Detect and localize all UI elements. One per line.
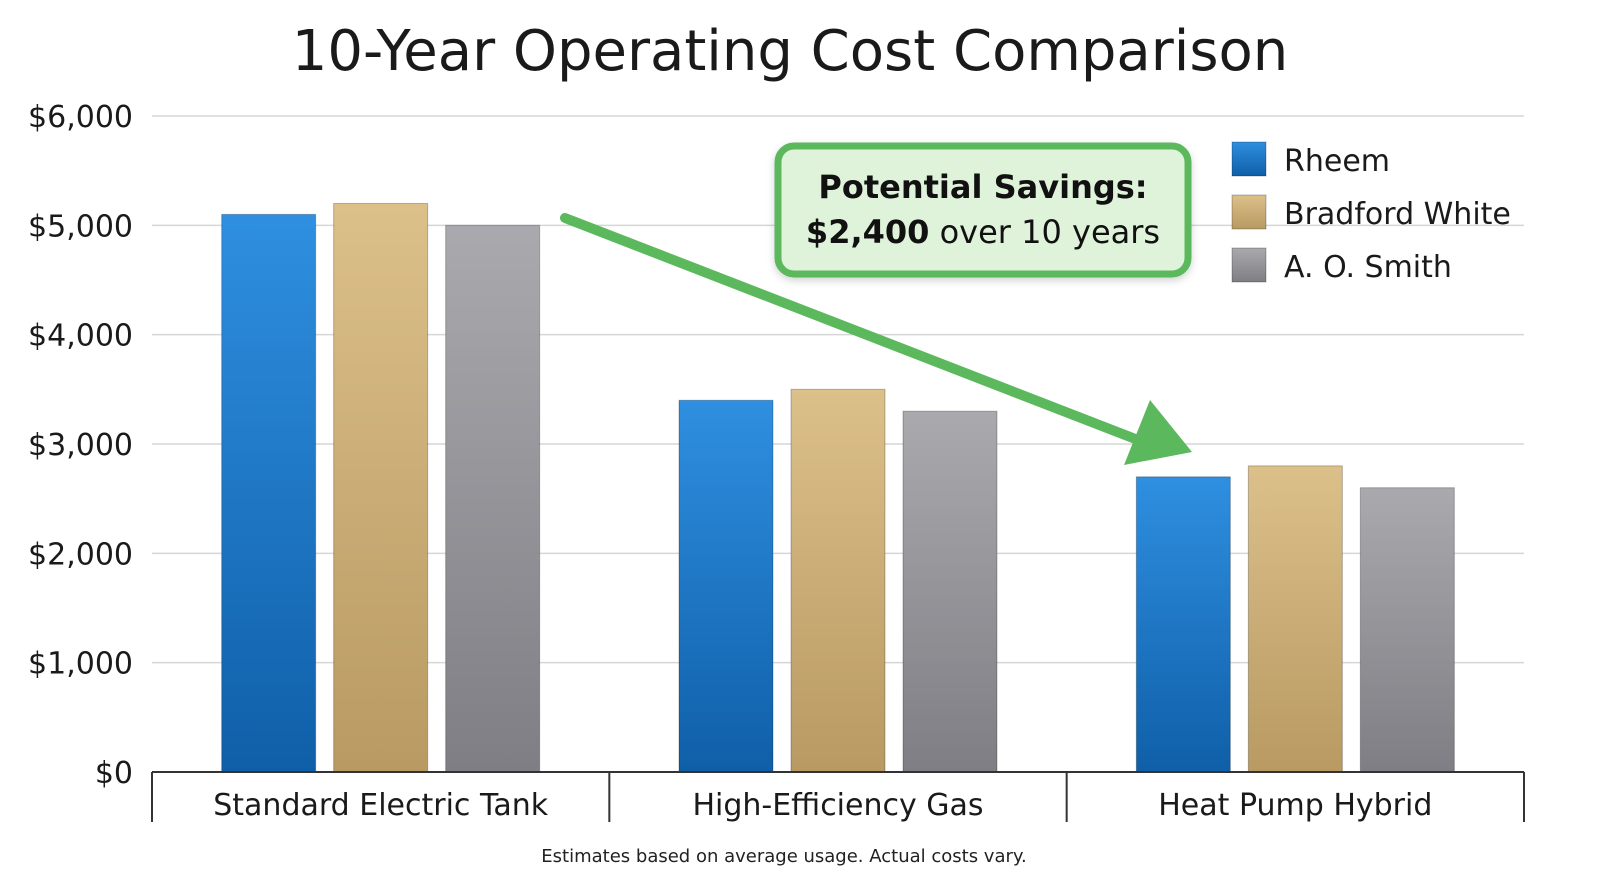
y-tick-label: $5,000 bbox=[28, 209, 133, 244]
savings-arrow bbox=[560, 213, 1192, 465]
x-axis bbox=[151, 771, 1525, 822]
y-axis-ticks: $0 $1,000 $2,000 $3,000 $4,000 $5,000 $6,000 bbox=[28, 100, 133, 791]
callout-amount: $2,400 bbox=[806, 213, 929, 251]
bar-bradford-white-2 bbox=[1247, 465, 1343, 773]
y-tick-label: $2,000 bbox=[28, 537, 133, 572]
savings-callout: Potential Savings: $2,400 over 10 years bbox=[774, 142, 1192, 278]
y-tick-label: $4,000 bbox=[28, 319, 133, 354]
bar-rheem-1 bbox=[678, 399, 774, 773]
bar-bradford-white-0 bbox=[333, 202, 429, 773]
bars bbox=[221, 202, 1455, 773]
bar-a-o-smith-1 bbox=[902, 410, 998, 773]
bar-a-o-smith-0 bbox=[445, 224, 541, 773]
category-labels: Standard Electric Tank High-Efficiency Ga… bbox=[213, 788, 1432, 823]
legend: Rheem Bradford White A. O. Smith bbox=[1231, 141, 1511, 285]
chart-title: 10-Year Operating Cost Comparison bbox=[292, 19, 1289, 84]
legend-swatch bbox=[1231, 141, 1267, 177]
callout-detail: $2,400 over 10 years bbox=[806, 213, 1160, 251]
legend-label: Rheem bbox=[1284, 144, 1390, 179]
category-label: Standard Electric Tank bbox=[213, 788, 548, 823]
category-label: High-Efficiency Gas bbox=[692, 788, 983, 823]
callout-rest: over 10 years bbox=[929, 213, 1160, 251]
bar-rheem-2 bbox=[1135, 476, 1231, 773]
legend-label: Bradford White bbox=[1284, 197, 1511, 232]
y-tick-label: $6,000 bbox=[28, 100, 133, 135]
category-label: Heat Pump Hybrid bbox=[1158, 788, 1432, 823]
bar-rheem-0 bbox=[221, 213, 317, 773]
y-tick-label: $3,000 bbox=[28, 428, 133, 463]
legend-swatch bbox=[1231, 194, 1267, 230]
y-tick-label: $0 bbox=[95, 756, 133, 791]
footnote: Estimates based on average usage. Actual… bbox=[541, 846, 1026, 867]
callout-heading: Potential Savings: bbox=[818, 168, 1147, 206]
bar-a-o-smith-2 bbox=[1359, 487, 1455, 773]
legend-label: A. O. Smith bbox=[1284, 250, 1452, 285]
legend-swatch bbox=[1231, 247, 1267, 283]
bar-bradford-white-1 bbox=[790, 388, 886, 773]
y-tick-label: $1,000 bbox=[28, 647, 133, 682]
